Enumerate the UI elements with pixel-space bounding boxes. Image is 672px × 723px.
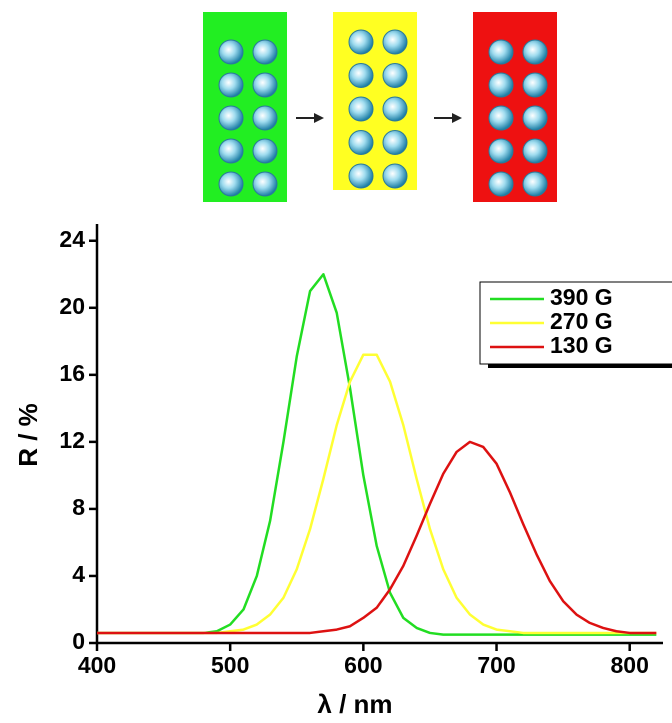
- x-axis-title: λ / nm: [317, 689, 392, 719]
- schematic: [203, 12, 557, 202]
- sphere: [218, 171, 244, 197]
- sphere: [522, 105, 548, 131]
- sphere: [252, 171, 278, 197]
- legend-label: 130 G: [550, 332, 613, 358]
- y-tick-label: 0: [72, 628, 85, 654]
- sphere: [382, 96, 408, 122]
- sphere: [218, 72, 244, 98]
- sphere: [382, 63, 408, 88]
- sphere: [348, 163, 374, 189]
- x-tick-label: 400: [78, 652, 116, 678]
- legend-shadow: [488, 364, 672, 368]
- sphere: [218, 105, 244, 131]
- sphere: [252, 138, 278, 164]
- legend-label: 270 G: [550, 308, 613, 334]
- green-film: [203, 12, 287, 202]
- series-line: [97, 440, 657, 635]
- y-tick-label: 8: [72, 494, 85, 520]
- sphere: [252, 39, 278, 65]
- x-tick-label: 700: [477, 652, 515, 678]
- y-tick-label: 16: [59, 360, 85, 386]
- sphere: [488, 105, 514, 131]
- sphere: [348, 96, 374, 122]
- sphere: [252, 105, 278, 131]
- series-line: [97, 353, 657, 635]
- y-tick-label: 12: [59, 427, 85, 453]
- sphere: [488, 171, 514, 197]
- sphere: [348, 29, 374, 55]
- y-tick-label: 20: [59, 293, 85, 319]
- sphere: [488, 72, 514, 98]
- sphere: [252, 72, 278, 98]
- sphere: [218, 138, 244, 164]
- sphere: [348, 63, 374, 88]
- red-film: [473, 12, 557, 202]
- x-tick-label: 600: [344, 652, 382, 678]
- sphere: [522, 39, 548, 65]
- y-tick-label: 4: [72, 561, 85, 587]
- y-tick-label: 24: [59, 226, 85, 252]
- x-tick-label: 800: [611, 652, 649, 678]
- sphere: [382, 163, 408, 189]
- y-axis-title: R / %: [13, 403, 43, 467]
- sphere: [218, 39, 244, 65]
- sphere: [522, 171, 548, 197]
- sphere: [522, 72, 548, 98]
- x-tick-label: 500: [211, 652, 249, 678]
- sphere: [382, 29, 408, 55]
- legend-label: 390 G: [550, 284, 613, 310]
- sphere: [348, 130, 374, 155]
- sphere: [488, 138, 514, 164]
- arrow: [296, 113, 324, 123]
- sphere: [382, 130, 408, 155]
- sphere: [488, 39, 514, 65]
- arrow: [434, 113, 462, 123]
- sphere: [522, 138, 548, 164]
